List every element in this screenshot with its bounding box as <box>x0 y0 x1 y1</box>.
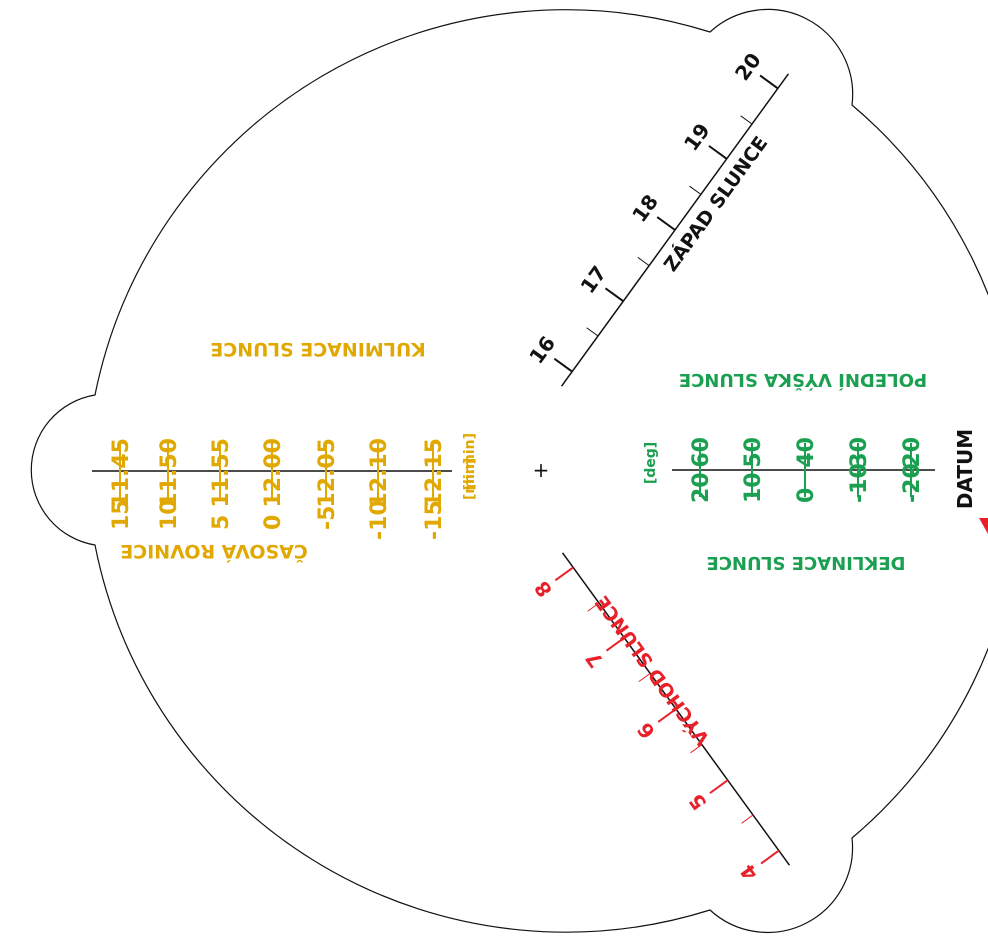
altitude-value: 50 <box>741 437 766 468</box>
equation-ticks <box>119 442 434 500</box>
equation-value: 15 <box>109 499 134 530</box>
culmination-value: 12.05 <box>315 438 340 508</box>
declination-value: 20 <box>689 472 714 503</box>
culmination-title: KULMINACE SLUNCE <box>210 338 425 360</box>
equation-value: -10 <box>367 500 392 540</box>
culmination-value: 11.55 <box>209 438 234 508</box>
declination-altitude-scale: 60 50 40 -30 -20 20 10 0 -10 -20 [deg] P… <box>643 369 935 573</box>
equation-culmination-scale: 11.45 11.50 11.55 12.00 12.05 12.10 12.1… <box>92 338 478 564</box>
altitude-title: POLEDNÍ VÝŠKA SLUNCE <box>679 369 927 391</box>
disc-outline <box>30 8 988 933</box>
center-mark: + <box>533 458 550 482</box>
datum-marker-icon <box>979 518 988 534</box>
altitude-value: -20 <box>900 437 925 477</box>
datum-label: DATUM <box>953 429 977 509</box>
declination-unit: [deg] <box>643 442 659 484</box>
culmination-value: 12.10 <box>367 438 392 508</box>
declination-ticks <box>699 443 912 497</box>
equation-title: ČASOVÁ ROVNICE <box>120 540 308 564</box>
equation-value: 5 <box>209 515 234 530</box>
declination-title: DEKLINACE SLUNCE <box>706 552 905 573</box>
equation-value: 0 <box>261 515 286 530</box>
altitude-value: 40 <box>794 437 819 468</box>
equation-value: -5 <box>315 506 340 530</box>
altitude-value: -30 <box>847 437 872 477</box>
declination-value: -20 <box>900 463 925 503</box>
declination-value: -10 <box>847 463 872 503</box>
equation-unit: [min] <box>462 458 478 500</box>
culmination-unit: [h.min] <box>462 433 478 490</box>
equation-value: 10 <box>157 499 182 530</box>
culmination-value: 12.15 <box>422 438 447 508</box>
culmination-value: 11.45 <box>109 438 134 508</box>
altitude-value: 60 <box>689 437 714 468</box>
culmination-value: 11.50 <box>157 438 182 508</box>
declination-value: 10 <box>741 472 766 503</box>
culmination-value: 12.00 <box>261 438 286 508</box>
declination-value: 0 <box>794 488 819 503</box>
equation-value: -15 <box>422 500 447 540</box>
